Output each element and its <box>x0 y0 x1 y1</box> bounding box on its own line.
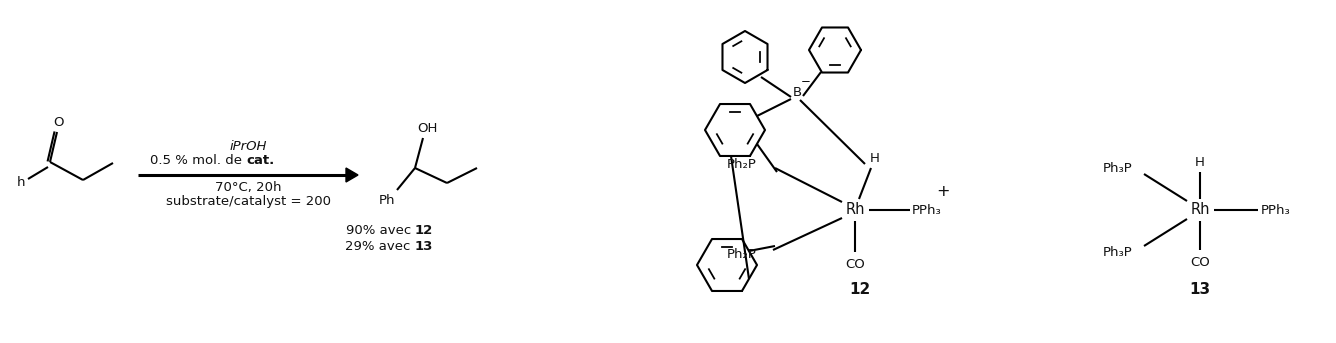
Text: 13: 13 <box>1189 283 1210 297</box>
Text: CO: CO <box>1190 256 1210 269</box>
Text: Rh: Rh <box>1190 202 1210 217</box>
Text: B: B <box>792 85 802 98</box>
Text: CO: CO <box>846 258 864 271</box>
Text: Ph: Ph <box>378 193 395 206</box>
Text: 29% avec: 29% avec <box>346 239 415 252</box>
Text: H: H <box>870 152 880 165</box>
Text: O: O <box>53 117 64 130</box>
Text: 90% avec: 90% avec <box>346 224 415 237</box>
Text: −: − <box>802 75 811 88</box>
Text: PPh₃: PPh₃ <box>1261 203 1291 216</box>
Text: 12: 12 <box>415 224 433 237</box>
Polygon shape <box>346 168 358 182</box>
Text: cat.: cat. <box>246 154 274 167</box>
Text: Ph₃P: Ph₃P <box>1102 246 1132 259</box>
Text: 12: 12 <box>850 283 871 297</box>
Text: Ph₃P: Ph₃P <box>1102 162 1132 175</box>
Text: Ph₂P: Ph₂P <box>727 248 758 260</box>
Text: h: h <box>16 176 25 189</box>
Text: OH: OH <box>417 121 437 134</box>
Text: iPrOH: iPrOH <box>230 141 267 154</box>
Text: 0.5 % mol. de: 0.5 % mol. de <box>150 154 246 167</box>
Text: 70°C, 20h: 70°C, 20h <box>215 181 282 194</box>
Text: H: H <box>1196 155 1205 168</box>
Text: Rh: Rh <box>846 202 864 217</box>
Text: substrate/catalyst = 200: substrate/catalyst = 200 <box>166 196 330 209</box>
Text: Ph₂P: Ph₂P <box>727 157 758 170</box>
Text: 13: 13 <box>415 239 433 252</box>
Text: +: + <box>937 185 950 200</box>
Text: PPh₃: PPh₃ <box>912 203 942 216</box>
